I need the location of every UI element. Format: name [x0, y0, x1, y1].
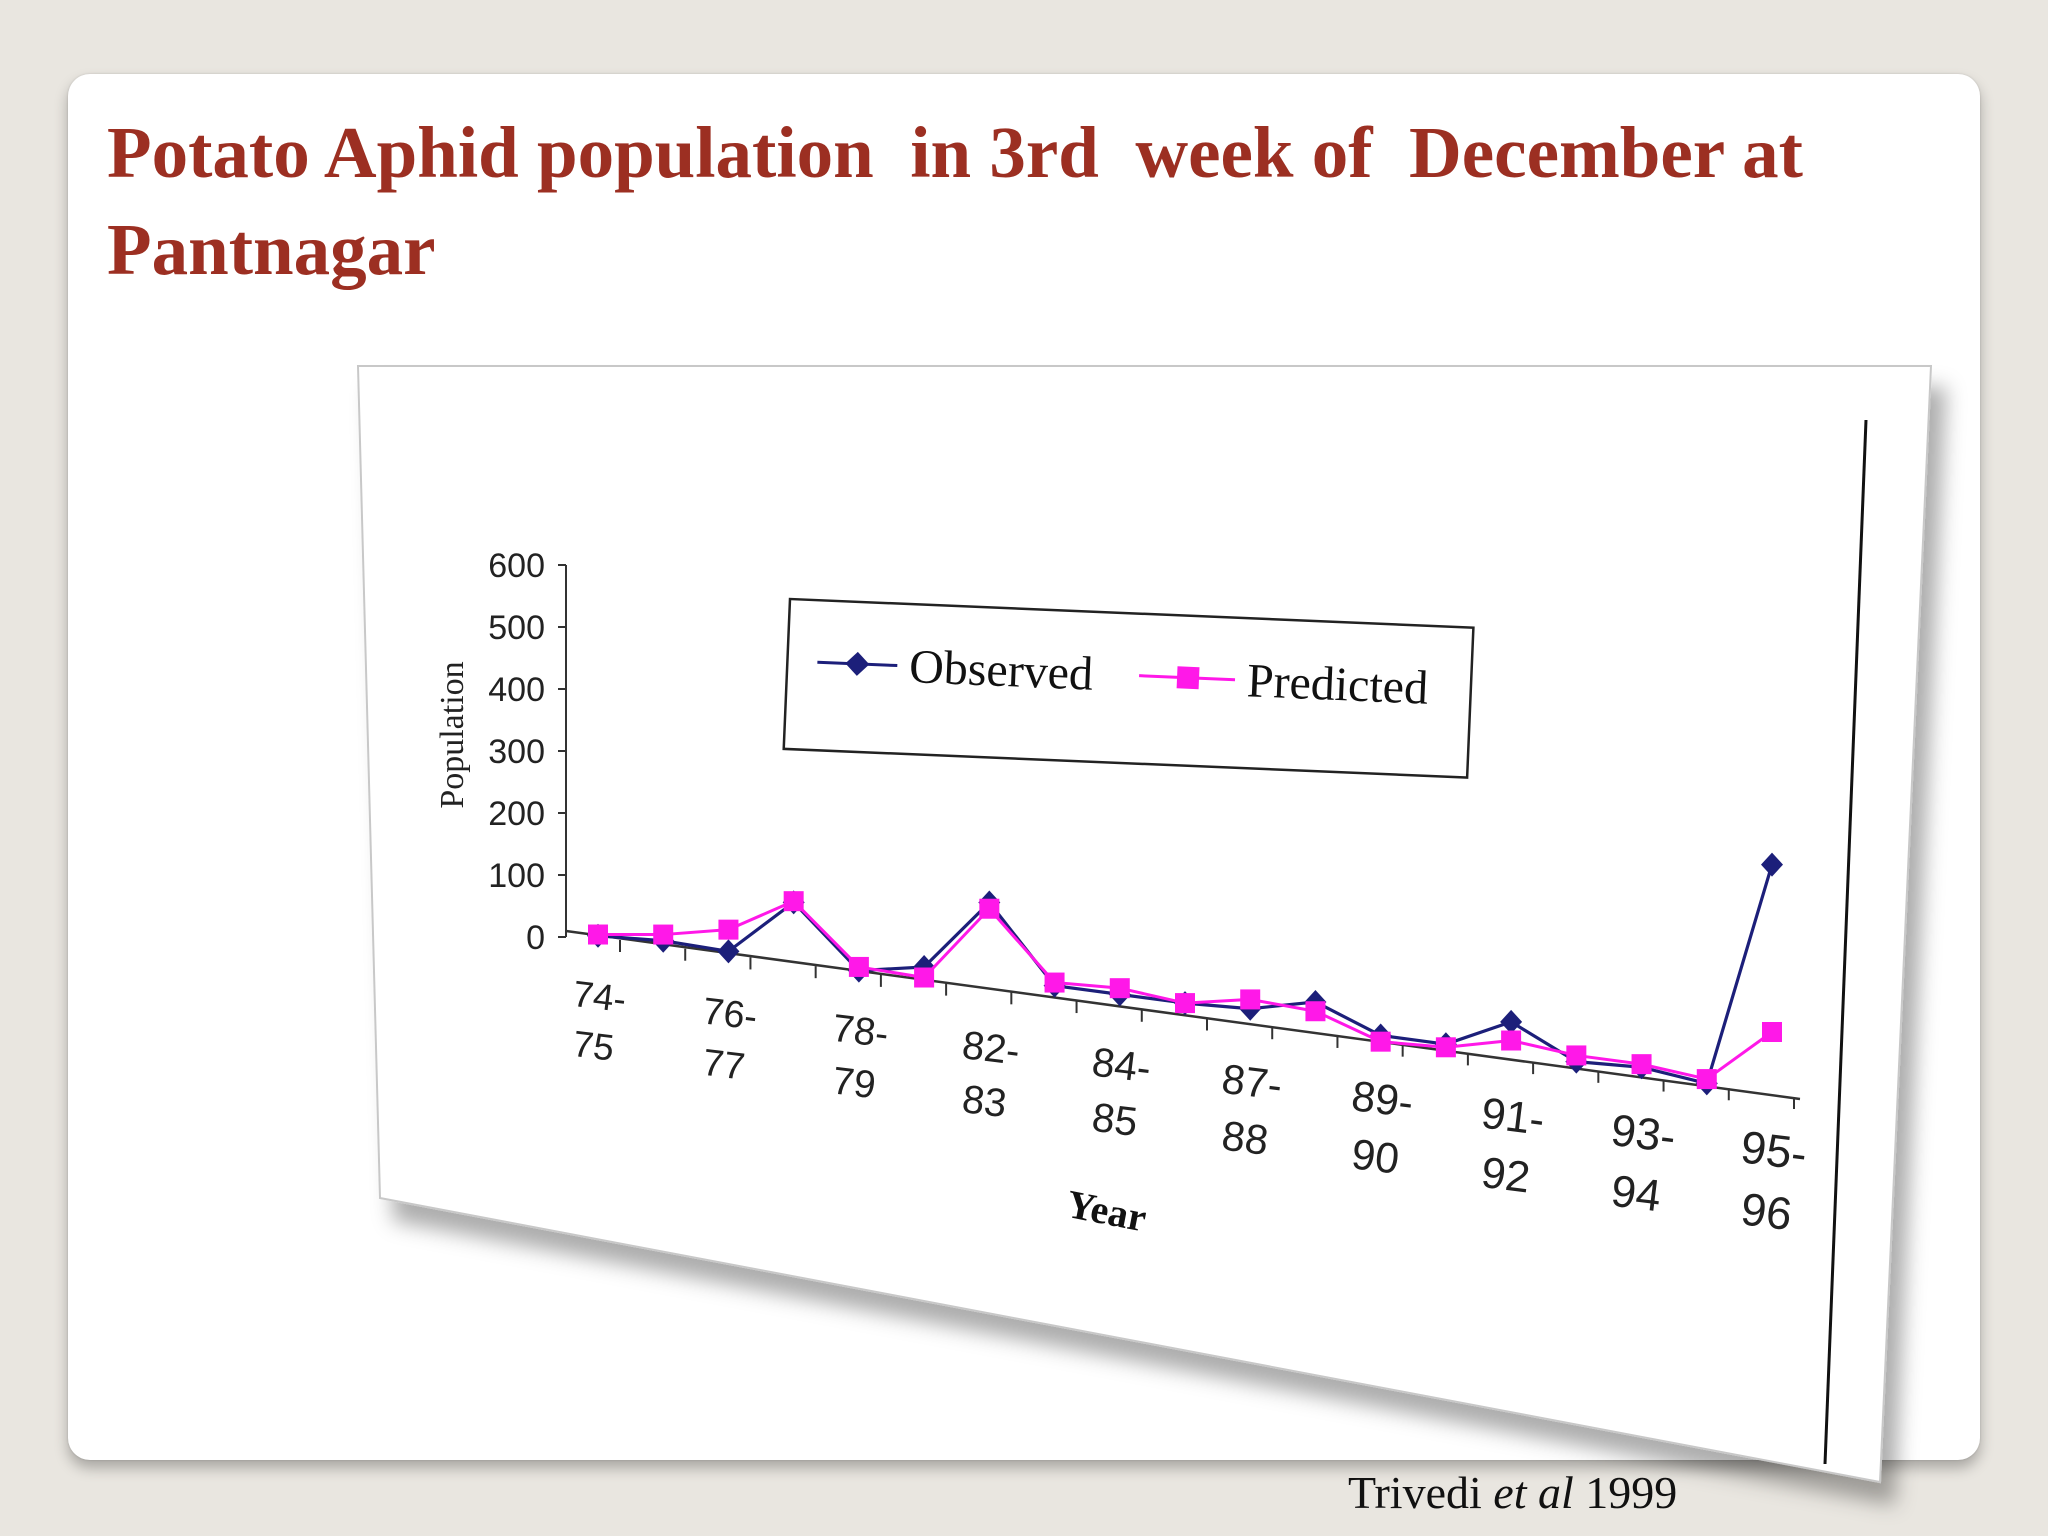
legend-predicted-marker: [1176, 666, 1200, 690]
citation-year: 1999: [1585, 1467, 1678, 1518]
x-tick-label-line2: 88: [1219, 1112, 1271, 1164]
legend-predicted-label: Predicted: [1246, 654, 1429, 715]
x-tick-label: 82-83: [960, 1023, 1022, 1126]
predicted-point: [1109, 978, 1130, 999]
observed-point: [1761, 852, 1783, 877]
observed-point: [1500, 1009, 1523, 1034]
chart-panel: [356, 365, 1933, 1484]
predicted-point: [1240, 989, 1261, 1010]
x-tick-label: 84-85: [1089, 1038, 1153, 1145]
x-tick-label: 89-90: [1349, 1072, 1416, 1183]
y-tick-label: 400: [488, 671, 545, 709]
predicted-point: [1631, 1054, 1652, 1075]
x-tick-label: 93-94: [1608, 1106, 1678, 1222]
x-tick-label: 78-79: [830, 1007, 891, 1108]
predicted-point: [848, 956, 869, 977]
predicted-point: [1305, 1001, 1326, 1022]
citation: Trivedi et al 1999: [1348, 1466, 1677, 1519]
x-tick-label: 91-92: [1479, 1089, 1548, 1203]
x-tick-label-line1: 87-: [1219, 1055, 1285, 1109]
x-tick-label-line2: 96: [1738, 1183, 1795, 1240]
y-tick-label: 500: [488, 609, 545, 647]
series-layer: [587, 852, 1783, 1096]
citation-etal: et al: [1493, 1467, 1574, 1518]
y-tick-label: 300: [488, 733, 545, 771]
x-tick-label-line1: 93-: [1608, 1106, 1678, 1162]
predicted-point: [979, 898, 1000, 919]
predicted-point: [1435, 1037, 1456, 1058]
predicted-point: [1175, 993, 1195, 1014]
y-tick-label: 0: [526, 919, 545, 957]
x-tick-label: 74-75: [571, 973, 629, 1069]
citation-author: Trivedi: [1348, 1467, 1482, 1518]
predicted-point: [1696, 1069, 1717, 1090]
legend-observed-label: Observed: [908, 640, 1094, 701]
x-tick-label-line2: 77: [700, 1042, 747, 1089]
predicted-point: [1501, 1030, 1522, 1051]
predicted-point: [1370, 1031, 1391, 1052]
x-tick-label-line1: 89-: [1349, 1072, 1416, 1127]
x-axis: 74-75 76-77 78-79 82-83 84-85 87-88 89-90 91-92…: [565, 929, 1810, 1240]
x-tick-label-line2: 94: [1608, 1167, 1663, 1222]
predicted-point: [914, 967, 935, 988]
y-tick-label: 200: [488, 795, 545, 833]
x-tick-label-line2: 75: [571, 1023, 617, 1069]
x-tick-label-line2: 92: [1479, 1148, 1533, 1203]
x-tick-label-line1: 76-: [700, 990, 759, 1038]
predicted-point: [653, 924, 674, 945]
x-tick-label-line2: 85: [1090, 1094, 1141, 1145]
y-tick-label: 600: [488, 547, 545, 585]
panel-right-edge: [1823, 419, 1868, 1465]
predicted-point: [718, 919, 739, 940]
x-tick-label-line2: 83: [960, 1077, 1009, 1126]
slide-title: Potato Aphid population in 3rd week of D…: [107, 112, 1822, 290]
x-axis-line: [565, 929, 1801, 1101]
x-tick-label-line1: 74-: [571, 973, 629, 1020]
predicted-point: [783, 891, 804, 912]
observed-point: [717, 939, 740, 964]
predicted-point: [588, 924, 608, 945]
x-tick-label-line1: 84-: [1089, 1038, 1153, 1091]
x-tick-label-line1: 91-: [1479, 1089, 1548, 1145]
x-tick-label: 76-77: [700, 990, 759, 1089]
x-tick-label: 87-88: [1219, 1055, 1285, 1164]
legend-box: [782, 597, 1475, 779]
y-tick-label: 100: [488, 857, 545, 895]
legend-observed-marker: [845, 651, 870, 676]
predicted-point: [1566, 1045, 1587, 1066]
legend: Observed Predicted: [782, 597, 1475, 779]
predicted-point: [1762, 1022, 1782, 1042]
predicted-point: [1044, 972, 1065, 993]
x-tick-label-line1: 95-: [1738, 1121, 1810, 1180]
x-tick-label-line2: 79: [830, 1059, 878, 1107]
y-axis-title: Population: [434, 661, 471, 808]
x-tick-label-line1: 78-: [830, 1007, 891, 1057]
y-axis: 0 100 200 300 400 500 600: [488, 547, 567, 957]
x-tick-label-line1: 82-: [960, 1023, 1022, 1074]
x-tick-label-line2: 90: [1349, 1130, 1402, 1183]
x-tick-label: 95-96: [1738, 1121, 1810, 1240]
